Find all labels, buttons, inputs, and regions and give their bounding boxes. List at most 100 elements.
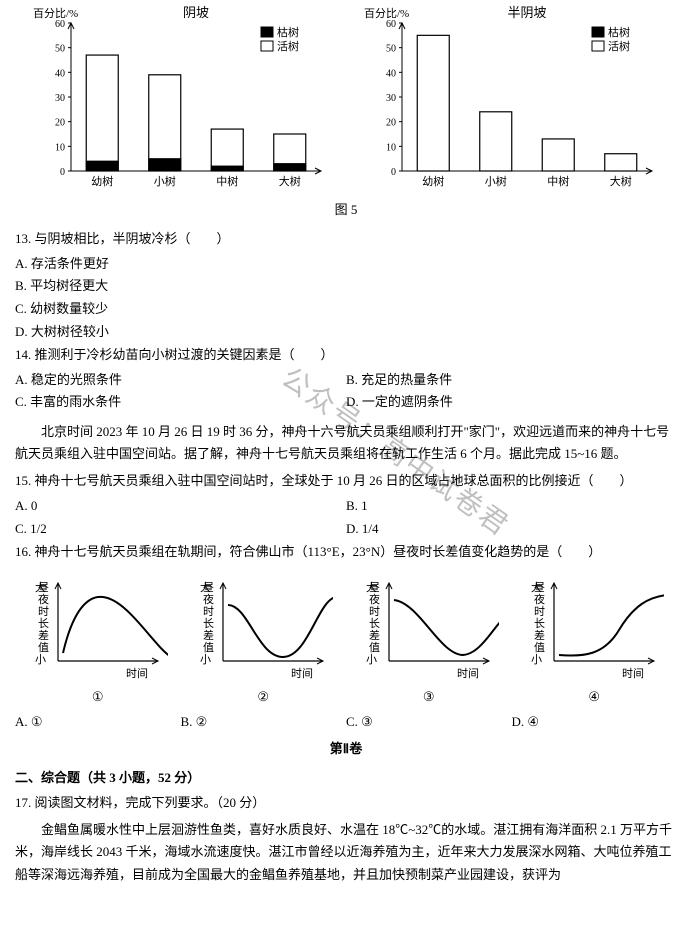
section-ii-title: 第Ⅱ卷 <box>15 739 677 760</box>
svg-text:50: 50 <box>386 44 396 55</box>
svg-text:夜: 夜 <box>369 592 380 606</box>
curve-2: 昼夜时长差值大小时间 ② <box>188 571 338 709</box>
svg-text:时间: 时间 <box>291 667 313 680</box>
svg-text:小树: 小树 <box>484 174 506 188</box>
svg-text:差: 差 <box>38 628 49 642</box>
svg-text:大树: 大树 <box>609 174 631 188</box>
svg-text:时: 时 <box>203 605 214 618</box>
svg-text:20: 20 <box>386 118 396 129</box>
svg-text:小: 小 <box>531 653 542 666</box>
svg-text:长: 长 <box>369 617 380 630</box>
svg-text:10: 10 <box>55 142 65 153</box>
q13-opt-b: B. 平均树径更大 <box>15 276 677 297</box>
q17-stem: 17. 阅读图文材料，完成下列要求。（20 分） <box>15 793 677 814</box>
svg-text:值: 值 <box>203 641 214 654</box>
svg-text:幼树: 幼树 <box>422 174 444 188</box>
svg-text:60: 60 <box>386 19 396 30</box>
svg-text:长: 长 <box>534 617 545 630</box>
svg-text:40: 40 <box>386 68 396 79</box>
q16-options: A. ① B. ② C. ③ D. ④ <box>15 712 677 733</box>
svg-text:30: 30 <box>386 93 396 104</box>
curve-1: 昼夜时长差值大小时间 ① <box>23 571 173 709</box>
curve-1-label: ① <box>23 687 173 708</box>
svg-text:值: 值 <box>369 641 380 654</box>
q13-opt-a: A. 存活条件更好 <box>15 254 677 275</box>
q14-stem: 14. 推测利于冷杉幼苗向小树过渡的关键因素是（ ） <box>15 345 677 366</box>
q15-opt-b: B. 1 <box>346 496 677 517</box>
q14-opt-a: A. 稳定的光照条件 <box>15 370 346 391</box>
svg-text:差: 差 <box>369 628 380 642</box>
q16-opt-b: B. ② <box>181 712 347 733</box>
svg-text:夜: 夜 <box>203 592 214 606</box>
svg-text:长: 长 <box>38 617 49 630</box>
svg-text:值: 值 <box>534 641 545 654</box>
svg-text:时: 时 <box>369 605 380 618</box>
curve-2-label: ② <box>188 687 338 708</box>
q15-stem: 15. 神舟十七号航天员乘组入驻中国空间站时，全球处于 10 月 26 日的区域… <box>15 471 677 492</box>
svg-text:小: 小 <box>35 653 46 666</box>
svg-text:50: 50 <box>55 44 65 55</box>
svg-text:差: 差 <box>203 628 214 642</box>
chart-yinpo: 阴坡百分比/%0102030405060幼树小树中树大树枯树活树 <box>31 5 331 195</box>
svg-text:活树: 活树 <box>277 39 299 53</box>
q15-options: A. 0 B. 1 C. 1/2 D. 1/4 <box>15 496 677 542</box>
q14-opt-b: B. 充足的热量条件 <box>346 370 677 391</box>
svg-text:时间: 时间 <box>622 667 644 680</box>
curve-4-label: ④ <box>519 687 669 708</box>
svg-text:夜: 夜 <box>38 592 49 606</box>
svg-text:0: 0 <box>391 167 396 178</box>
svg-text:中树: 中树 <box>547 174 569 188</box>
svg-text:60: 60 <box>55 19 65 30</box>
q13-opt-c: C. 幼树数量较少 <box>15 299 677 320</box>
svg-text:时: 时 <box>534 605 545 618</box>
svg-text:小: 小 <box>200 653 211 666</box>
svg-text:大: 大 <box>200 580 211 594</box>
comprehensive-title: 二、综合题（共 3 小题，52 分） <box>15 768 677 789</box>
svg-text:活树: 活树 <box>608 39 630 53</box>
q13-stem: 13. 与阴坡相比，半阴坡冷杉（ ） <box>15 229 677 250</box>
svg-text:幼树: 幼树 <box>91 174 113 188</box>
svg-text:30: 30 <box>55 93 65 104</box>
curve-4: 昼夜时长差值大小时间 ④ <box>519 571 669 709</box>
q16-opt-a: A. ① <box>15 712 181 733</box>
q15-opt-c: C. 1/2 <box>15 519 346 540</box>
curves-row: 昼夜时长差值大小时间 ① 昼夜时长差值大小时间 ② 昼夜时长差值大小时间 ③ 昼… <box>15 571 677 709</box>
svg-text:中树: 中树 <box>216 174 238 188</box>
q14-opt-d: D. 一定的遮阴条件 <box>346 392 677 413</box>
q16-opt-d: D. ④ <box>512 712 678 733</box>
svg-text:时: 时 <box>38 605 49 618</box>
svg-text:大: 大 <box>531 580 542 594</box>
svg-text:小: 小 <box>366 653 377 666</box>
svg-text:20: 20 <box>55 118 65 129</box>
q15-opt-a: A. 0 <box>15 496 346 517</box>
q15-opt-d: D. 1/4 <box>346 519 677 540</box>
bar-charts-row: 阴坡百分比/%0102030405060幼树小树中树大树枯树活树 半阴坡百分比/… <box>15 5 677 195</box>
q16-opt-c: C. ③ <box>346 712 512 733</box>
q17-passage: 金鲳鱼属暖水性中上层洄游性鱼类，喜好水质良好、水温在 18℃~32℃的水域。湛江… <box>15 819 677 885</box>
svg-text:值: 值 <box>38 641 49 654</box>
figure-caption: 图 5 <box>15 200 677 221</box>
svg-text:长: 长 <box>203 617 214 630</box>
q13-opt-d: D. 大树树径较小 <box>15 322 677 343</box>
q14-options: A. 稳定的光照条件 B. 充足的热量条件 C. 丰富的雨水条件 D. 一定的遮… <box>15 370 677 416</box>
svg-text:小树: 小树 <box>153 174 175 188</box>
svg-text:0: 0 <box>60 167 65 178</box>
svg-text:时间: 时间 <box>457 667 479 680</box>
svg-text:10: 10 <box>386 142 396 153</box>
svg-text:阴坡: 阴坡 <box>182 5 208 20</box>
curve-3: 昼夜时长差值大小时间 ③ <box>354 571 504 709</box>
q14-opt-c: C. 丰富的雨水条件 <box>15 392 346 413</box>
svg-text:半阴坡: 半阴坡 <box>507 5 546 20</box>
svg-text:大: 大 <box>35 580 46 594</box>
svg-text:枯树: 枯树 <box>277 25 299 39</box>
svg-text:40: 40 <box>55 68 65 79</box>
svg-text:差: 差 <box>534 628 545 642</box>
q16-stem: 16. 神舟十七号航天员乘组在轨期间，符合佛山市（113°E，23°N）昼夜时长… <box>15 542 677 563</box>
curve-3-label: ③ <box>354 687 504 708</box>
chart-banyinpo: 半阴坡百分比/%0102030405060幼树小树中树大树枯树活树 <box>362 5 662 195</box>
svg-text:大树: 大树 <box>278 174 300 188</box>
svg-text:枯树: 枯树 <box>608 25 630 39</box>
svg-text:大: 大 <box>366 580 377 594</box>
svg-text:时间: 时间 <box>126 667 148 680</box>
passage-shenzhou: 北京时间 2023 年 10 月 26 日 19 时 36 分，神舟十六号航天员… <box>15 421 677 465</box>
